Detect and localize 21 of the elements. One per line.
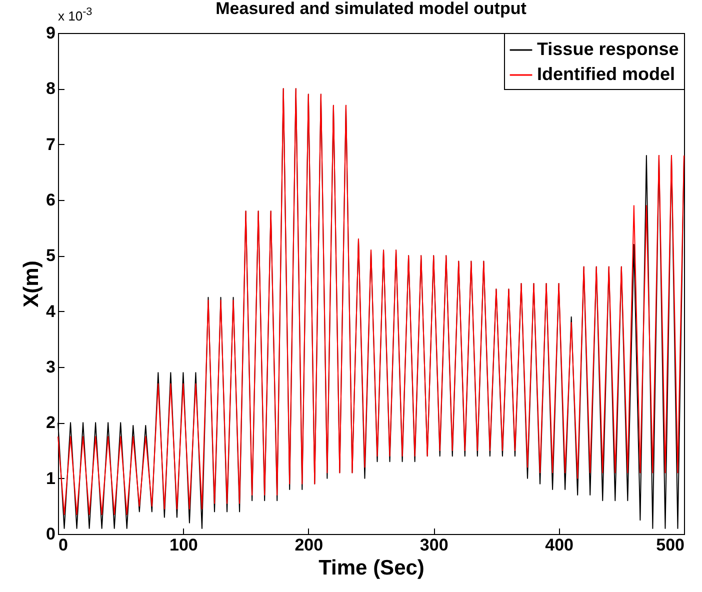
y-tick-label: 2 xyxy=(46,413,56,432)
x-tick-label: 100 xyxy=(170,536,198,554)
x-tick-label: 400 xyxy=(545,536,574,554)
y-tick-label: 7 xyxy=(46,134,56,154)
x-tick-label: 0 xyxy=(58,536,68,554)
x-tick-label: 500 xyxy=(656,536,684,554)
y-tick-label: 4 xyxy=(46,302,56,321)
y-tick-label: 8 xyxy=(46,79,56,98)
legend-label: Tissue response xyxy=(537,39,679,59)
legend-label: Identified model xyxy=(537,64,676,84)
y-tick-label: 6 xyxy=(46,190,56,210)
x-tick-label: 200 xyxy=(294,536,324,554)
text: x 10$^{-3}$ xyxy=(58,6,92,24)
chart-title: Measured and simulated model output xyxy=(216,0,527,18)
y-tick-label: 5 xyxy=(46,246,56,266)
y-axis-title: X(m) xyxy=(20,260,44,308)
y-tick-label: 3 xyxy=(46,358,56,376)
y-tick-label: 1 xyxy=(46,468,56,488)
x-tick-label: 300 xyxy=(420,536,448,554)
x-axis-title: Time (Sec) xyxy=(318,556,424,580)
y-tick-label: 9 xyxy=(46,24,56,42)
